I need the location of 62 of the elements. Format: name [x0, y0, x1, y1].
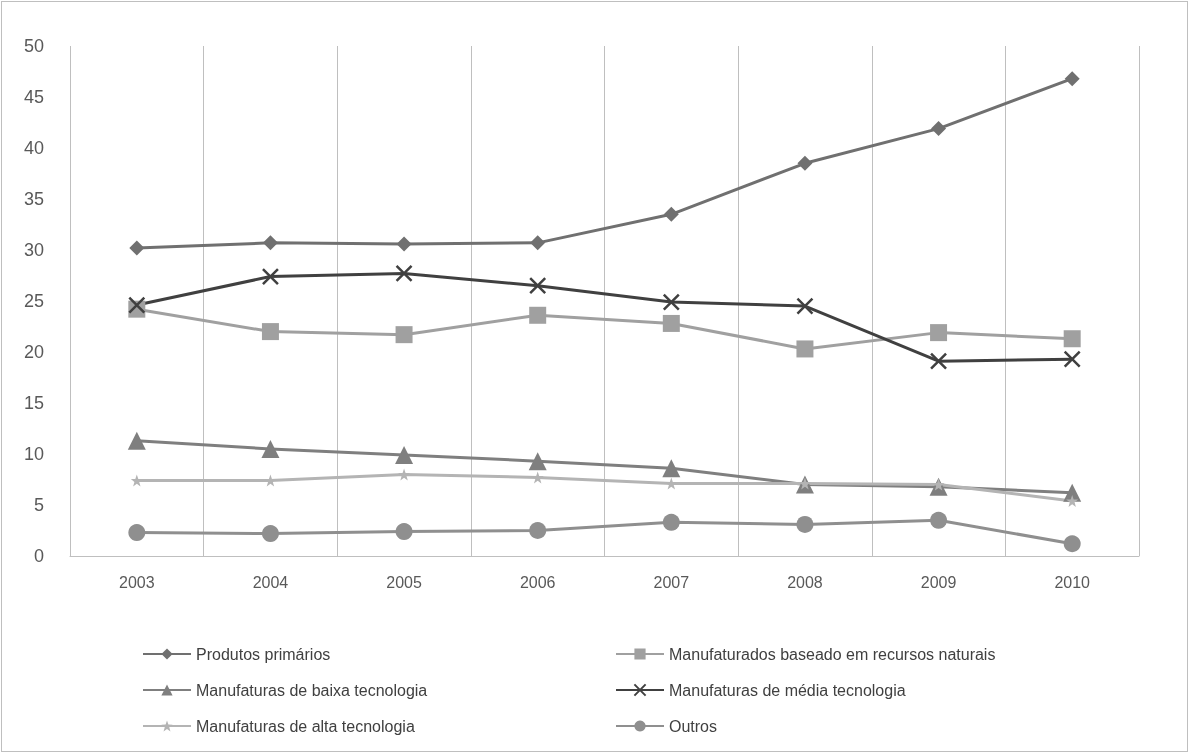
x-tick-label: 2003 — [119, 573, 155, 591]
y-tick-label: 20 — [23, 342, 44, 362]
point — [127, 431, 146, 450]
y-tick-label: 5 — [33, 495, 44, 515]
point — [261, 267, 280, 286]
point — [395, 326, 413, 344]
point — [796, 297, 814, 315]
legend-label: Manufaturas de média tecnologia — [669, 681, 906, 699]
x-tick-label: 2008 — [787, 573, 823, 591]
y-tick-label: 10 — [23, 444, 44, 464]
point — [396, 236, 412, 252]
point — [262, 235, 278, 251]
point — [1063, 330, 1081, 348]
y-tick-label: 50 — [23, 36, 44, 56]
point — [395, 523, 413, 541]
point — [128, 296, 146, 314]
x-tick-label: 2005 — [386, 573, 422, 591]
point — [1064, 71, 1080, 87]
point — [930, 511, 948, 529]
y-tick-label: 30 — [23, 240, 44, 260]
y-tick-label: 40 — [23, 138, 44, 158]
point — [529, 306, 547, 324]
point — [662, 314, 680, 332]
point — [261, 439, 280, 458]
point — [662, 293, 681, 311]
x-tick-label: 2007 — [653, 573, 690, 591]
point — [796, 515, 814, 533]
point — [530, 235, 546, 251]
y-tick-label: 35 — [23, 189, 44, 209]
y-tick-label: 25 — [23, 291, 44, 311]
point — [128, 524, 146, 542]
point — [796, 340, 814, 358]
point — [261, 525, 279, 543]
y-tick-label: 45 — [23, 87, 44, 107]
point — [261, 323, 279, 341]
legend-label: Produtos primários — [196, 645, 331, 663]
x-tick-label: 2009 — [920, 573, 957, 591]
point — [528, 452, 547, 471]
legend-label: Manufaturas de alta tecnologia — [196, 717, 415, 735]
point — [1066, 494, 1079, 507]
point — [930, 324, 948, 342]
point — [797, 155, 813, 171]
point — [1063, 535, 1081, 553]
point — [395, 264, 413, 283]
x-tick-label: 2010 — [1054, 573, 1091, 591]
x-tick-label: 2004 — [252, 573, 289, 591]
point — [931, 121, 947, 137]
point — [1063, 350, 1081, 368]
point — [929, 352, 948, 370]
y-tick-label: 15 — [23, 393, 44, 413]
point — [662, 459, 681, 478]
x-tick-label: 2006 — [519, 573, 556, 591]
point — [528, 276, 547, 295]
point — [662, 513, 680, 531]
point — [129, 240, 145, 256]
legend-label: Outros — [669, 717, 718, 735]
point — [529, 522, 547, 539]
point — [663, 206, 679, 222]
point — [395, 446, 414, 465]
y-tick-label: 0 — [33, 546, 44, 566]
legend-label: Manufaturados baseado em recursos naturais — [669, 645, 996, 663]
legend-label: Manufaturas de baixa tecnologia — [196, 681, 428, 699]
